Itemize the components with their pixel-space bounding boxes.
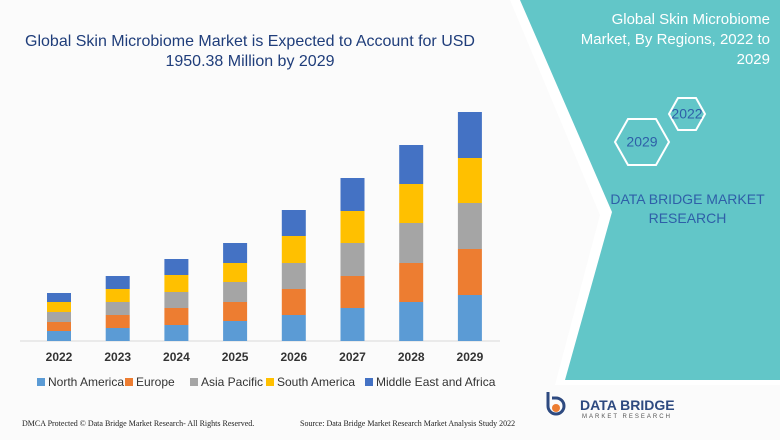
source: Source: Data Bridge Market Research Mark… xyxy=(300,419,516,428)
x-tick-label: 2022 xyxy=(46,350,73,364)
bar-segment xyxy=(47,302,71,312)
bar-segment xyxy=(399,145,424,184)
bar-segment xyxy=(164,275,189,292)
bar-segment xyxy=(457,112,482,158)
bar-segment xyxy=(399,302,424,341)
bar-segment xyxy=(223,282,248,302)
bar-segment xyxy=(47,293,71,302)
legend-label: Europe xyxy=(136,375,175,389)
legend-swatch xyxy=(125,378,133,386)
bar-segment xyxy=(164,308,189,325)
x-tick-label: 2024 xyxy=(163,350,190,364)
bar-segment xyxy=(340,308,365,341)
legend-swatch xyxy=(37,378,45,386)
x-tick-label: 2025 xyxy=(222,350,249,364)
bar-segment xyxy=(105,276,130,289)
bar-segment xyxy=(223,263,248,282)
copyright: DMCA Protected © Data Bridge Market Rese… xyxy=(22,419,255,428)
legend-label: South America xyxy=(277,375,355,389)
hexagon-label: 2022 xyxy=(671,106,702,122)
x-tick-label: 2026 xyxy=(280,350,307,364)
hexagon xyxy=(613,118,671,166)
bar-segment xyxy=(340,211,365,243)
bar-segment xyxy=(340,243,365,276)
panel-background xyxy=(520,0,780,380)
logo-name: DATA BRIDGE xyxy=(580,397,675,413)
bar-segment xyxy=(164,325,189,341)
bar-segment xyxy=(105,289,130,302)
bar-segment xyxy=(457,249,482,295)
hexagon-label: 2029 xyxy=(626,134,657,150)
bar-segment xyxy=(164,292,189,308)
bar-segment xyxy=(281,289,306,315)
bar-segment xyxy=(105,302,130,315)
bar-segment xyxy=(340,178,365,211)
logo-tagline: MARKET RESEARCH xyxy=(582,414,672,420)
legend-swatch xyxy=(266,378,274,386)
chart-title: Global Skin Microbiome Market is Expecte… xyxy=(25,33,475,70)
legend-swatch xyxy=(190,378,198,386)
x-tick-label: 2028 xyxy=(398,350,425,364)
bar-segment xyxy=(457,295,482,341)
x-tick-label: 2027 xyxy=(339,350,366,364)
x-tick-label: 2023 xyxy=(104,350,131,364)
bar-segment xyxy=(281,263,306,289)
company-name: DATA BRIDGE MARKET RESEARCH xyxy=(610,191,765,226)
hexagon xyxy=(667,97,707,131)
panel-title: Global Skin Microbiome Market, By Region… xyxy=(580,11,770,68)
bar-segment xyxy=(281,236,306,263)
bar-segment xyxy=(399,184,424,223)
bar-segment xyxy=(223,321,248,341)
legend-swatch xyxy=(365,378,373,386)
bar-segment xyxy=(399,263,424,302)
bar-segment xyxy=(47,331,71,341)
x-tick-label: 2029 xyxy=(457,350,484,364)
bar-segment xyxy=(47,312,71,322)
bar-segment xyxy=(399,223,424,263)
bar-segment xyxy=(281,210,306,236)
bar-segment xyxy=(340,276,365,308)
bar-segment xyxy=(281,315,306,341)
bar-segment xyxy=(223,302,248,321)
bar-segment xyxy=(105,315,130,328)
logo-icon xyxy=(546,392,566,416)
bar-segment xyxy=(47,322,71,331)
bar-segment xyxy=(457,158,482,203)
logo-icon xyxy=(552,404,560,412)
bar-segment xyxy=(164,259,189,275)
legend-label: Asia Pacific xyxy=(201,375,263,389)
legend-label: Middle East and Africa xyxy=(376,375,496,389)
bar-segment xyxy=(105,328,130,341)
bar-segment xyxy=(223,243,248,263)
legend-label: North America xyxy=(48,375,124,389)
bar-segment xyxy=(457,203,482,249)
